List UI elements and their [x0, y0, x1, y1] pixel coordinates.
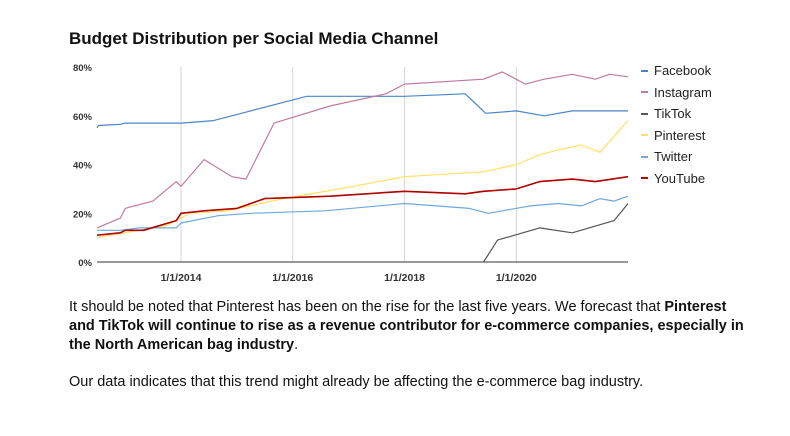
legend-swatch: [641, 91, 648, 94]
legend-swatch: [641, 69, 648, 72]
axis-ticks: 1/1/2014 1/1/2016 1/1/2018 1/1/2020 0% 20% 40%…: [73, 63, 628, 284]
series-line-facebook: [96, 93, 628, 129]
paragraph-forecast: It should be noted that Pinterest has be…: [69, 298, 749, 355]
y-tick-label: 40%: [73, 161, 93, 172]
legend-item-twitter: Twitter: [641, 146, 712, 168]
legend-swatch: [641, 134, 648, 137]
legend-item-pinterest: Pinterest: [641, 125, 712, 147]
series-line-youtube: [96, 175, 629, 236]
legend-item-tiktok: TikTok: [641, 103, 712, 125]
legend-swatch: [641, 177, 648, 180]
paragraph-trend: Our data indicates that this trend might…: [69, 374, 644, 390]
series-lines: [96, 71, 629, 263]
y-tick-label: 20%: [73, 209, 93, 220]
series-line-twitter: [97, 195, 629, 231]
legend-item-facebook: Facebook: [641, 60, 712, 82]
paragraph-forecast-intro: It should be noted that Pinterest has be…: [69, 299, 665, 315]
legend-swatch: [641, 112, 648, 115]
x-tick-label: 1/1/2020: [496, 272, 537, 284]
x-tick-label: 1/1/2018: [384, 272, 425, 284]
legend-item-youtube: YouTube: [641, 168, 712, 190]
legend-item-instagram: Instagram: [641, 82, 712, 104]
y-tick-label: 80%: [73, 63, 93, 74]
chart-title: Budget Distribution per Social Media Cha…: [69, 29, 439, 48]
legend-swatch: [641, 155, 648, 158]
legend-label: Facebook: [654, 63, 712, 79]
legend-label: YouTube: [654, 170, 706, 186]
x-tick-label: 1/1/2014: [161, 272, 202, 284]
y-tick-label: 0%: [78, 258, 92, 269]
line-chart: 1/1/2014 1/1/2016 1/1/2018 1/1/2020 0% 20% 40%…: [73, 63, 629, 284]
legend-label: Twitter: [654, 149, 693, 165]
chart-legend: Facebook Instagram TikTok Pinterest Twitter Y…: [641, 60, 712, 189]
legend-label: TikTok: [654, 106, 692, 122]
legend-label: Instagram: [654, 84, 712, 100]
series-line-instagram: [96, 71, 629, 229]
paragraph-forecast-emphasis: Pinterest and TikTok will continue to ri…: [69, 299, 744, 353]
legend-label: Pinterest: [654, 127, 706, 143]
x-tick-label: 1/1/2016: [272, 272, 313, 284]
series-line-tiktok: [482, 203, 629, 263]
y-tick-label: 60%: [73, 112, 93, 123]
paragraph-forecast-end: .: [294, 337, 299, 353]
